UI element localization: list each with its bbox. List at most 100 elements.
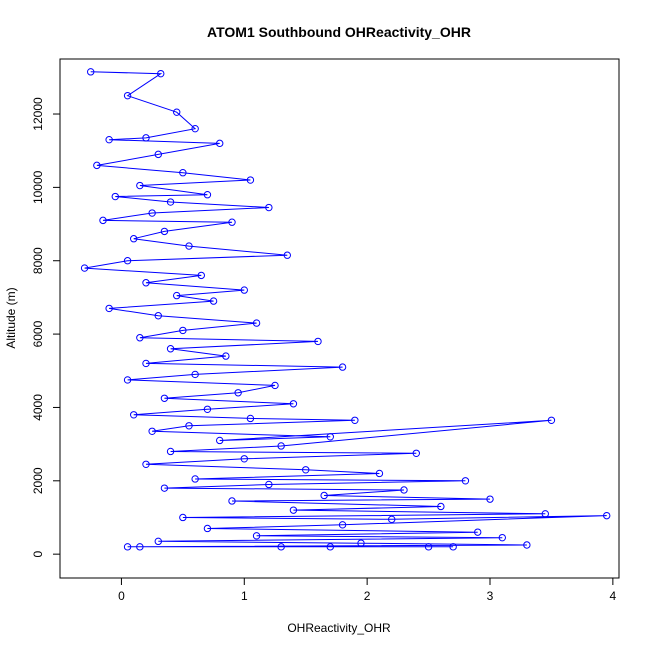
data-point <box>185 242 193 250</box>
data-point <box>412 449 420 457</box>
data-point <box>326 543 334 551</box>
data-point <box>203 524 212 533</box>
data-point <box>166 345 175 353</box>
data-point <box>271 381 279 390</box>
data-point <box>93 161 101 170</box>
x-axis-label: OHReactivity_OHR <box>287 621 391 635</box>
data-point <box>123 543 132 551</box>
data-point <box>142 359 150 368</box>
y-tick-label: 8000 <box>31 247 45 274</box>
data-point <box>338 363 347 371</box>
data-point <box>87 68 95 76</box>
data-point <box>252 532 261 540</box>
data-point <box>148 209 156 217</box>
data-point <box>99 216 107 225</box>
data-point <box>351 416 359 424</box>
data-point <box>461 477 470 485</box>
data-point <box>179 169 187 177</box>
data-point <box>209 297 218 305</box>
y-tick-label: 12000 <box>31 97 45 131</box>
y-tick-label: 4000 <box>31 394 45 421</box>
data-point <box>388 515 396 524</box>
data-point <box>547 416 556 424</box>
data-point <box>179 326 187 335</box>
y-tick-label: 10000 <box>31 170 45 204</box>
data-point <box>160 484 169 492</box>
data-point <box>142 279 150 287</box>
x-tick-label: 4 <box>610 589 617 603</box>
chart-title: ATOM1 Southbound OHReactivity_OHR <box>207 24 471 40</box>
data-point <box>136 334 144 342</box>
data-point <box>240 455 248 463</box>
data-point <box>148 427 156 435</box>
data-point <box>105 304 113 313</box>
data-point <box>142 460 150 468</box>
data-point <box>216 436 224 445</box>
data-point <box>252 319 261 327</box>
x-axis: 0 1 2 3 4 <box>118 577 617 603</box>
y-tick-label: 0 <box>31 551 45 558</box>
data-point <box>157 69 165 78</box>
data-point <box>80 264 89 272</box>
data-point <box>179 513 187 522</box>
data-point <box>486 495 494 503</box>
data-point <box>474 528 482 536</box>
data-point <box>357 539 365 547</box>
data-point <box>277 442 285 450</box>
data-point <box>277 543 285 551</box>
data-point <box>437 502 445 511</box>
series-line <box>84 71 607 548</box>
data-point <box>173 108 181 116</box>
data-point <box>246 414 255 423</box>
data-point <box>166 198 175 206</box>
data-point <box>166 447 175 456</box>
data-point <box>123 91 132 100</box>
data-point <box>130 411 138 419</box>
data-point <box>424 543 433 551</box>
x-tick-label: 2 <box>364 589 371 603</box>
y-tick-label: 6000 <box>31 320 45 347</box>
data-point <box>375 469 384 478</box>
data-point <box>142 134 150 142</box>
data-point <box>160 394 169 402</box>
data-point <box>240 286 248 294</box>
data-point <box>197 271 205 280</box>
y-axis-label: Altitude (m) <box>4 287 18 348</box>
y-axis: 0 2000 4000 6000 8000 10000 12000 <box>31 97 61 558</box>
data-point <box>123 376 132 384</box>
data-point <box>191 475 199 483</box>
data-point <box>523 541 531 549</box>
data-point <box>228 497 236 505</box>
data-point <box>222 352 230 360</box>
data-point <box>130 235 138 243</box>
x-tick-label: 0 <box>118 589 125 603</box>
data-point <box>123 257 132 265</box>
data-point <box>400 486 408 494</box>
data-point <box>283 251 291 259</box>
x-tick-label: 3 <box>487 589 494 603</box>
data-point <box>265 203 273 212</box>
data-point <box>136 543 144 551</box>
data-point <box>449 543 457 551</box>
data-point <box>265 480 273 489</box>
data-point <box>154 312 162 320</box>
data-point <box>203 191 212 199</box>
data-point <box>289 506 298 514</box>
data-point <box>228 218 236 226</box>
data-point <box>234 389 242 397</box>
data-point <box>314 337 322 346</box>
data-point <box>338 521 347 529</box>
data-point <box>216 139 224 148</box>
data-point <box>185 422 193 430</box>
data-point <box>203 405 212 413</box>
series-layer <box>80 68 611 551</box>
data-point <box>498 533 506 542</box>
data-point <box>136 181 144 190</box>
data-point <box>173 291 181 300</box>
data-point <box>154 150 162 159</box>
data-point <box>246 176 255 184</box>
data-point <box>105 135 113 144</box>
y-tick-label: 2000 <box>31 467 45 494</box>
data-point <box>541 510 549 518</box>
